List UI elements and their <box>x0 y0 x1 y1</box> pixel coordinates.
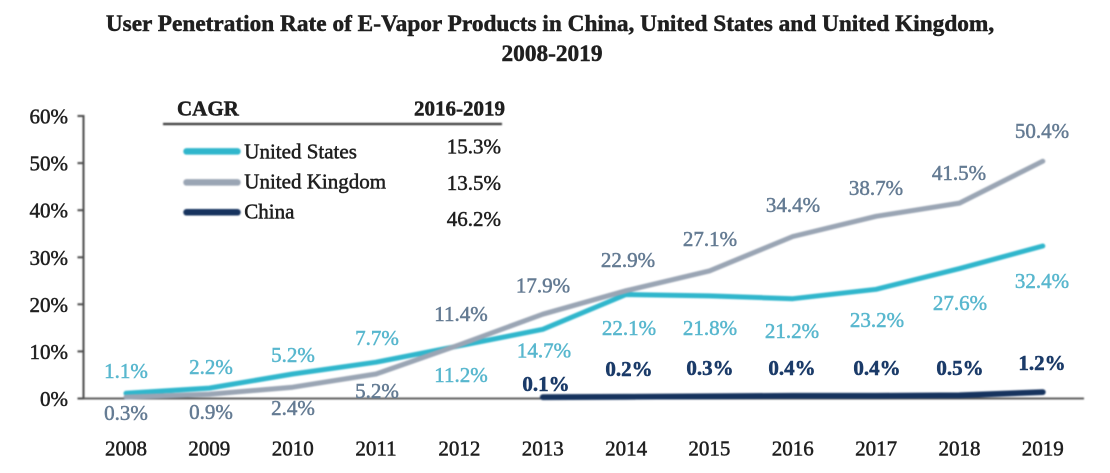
svg-text:21.2%: 21.2% <box>765 319 819 343</box>
svg-text:14.7%: 14.7% <box>517 339 571 363</box>
svg-text:22.9%: 22.9% <box>601 248 655 272</box>
svg-text:11.4%: 11.4% <box>434 302 487 326</box>
svg-text:22.1%: 22.1% <box>602 316 656 340</box>
svg-text:38.7%: 38.7% <box>849 176 903 200</box>
svg-text:2.2%: 2.2% <box>189 355 233 379</box>
svg-text:60%: 60% <box>30 105 69 129</box>
svg-text:30%: 30% <box>30 246 69 270</box>
svg-text:CAGR: CAGR <box>177 96 240 120</box>
svg-text:0.2%: 0.2% <box>605 357 652 381</box>
svg-text:2012: 2012 <box>438 437 480 461</box>
svg-text:1.2%: 1.2% <box>1018 351 1065 375</box>
svg-text:11.2%: 11.2% <box>434 363 487 387</box>
svg-text:5.2%: 5.2% <box>355 379 399 403</box>
svg-text:5.2%: 5.2% <box>271 343 315 367</box>
svg-text:0.3%: 0.3% <box>686 356 733 380</box>
svg-text:13.5%: 13.5% <box>447 171 501 195</box>
svg-text:2.4%: 2.4% <box>271 396 315 420</box>
svg-text:2008: 2008 <box>105 437 147 461</box>
svg-text:0.4%: 0.4% <box>768 356 815 380</box>
svg-text:1.1%: 1.1% <box>104 359 148 383</box>
svg-text:27.1%: 27.1% <box>683 227 737 251</box>
svg-text:34.4%: 34.4% <box>766 193 820 217</box>
svg-text:17.9%: 17.9% <box>516 274 570 298</box>
svg-text:41.5%: 41.5% <box>932 161 986 185</box>
svg-text:32.4%: 32.4% <box>1015 269 1069 293</box>
svg-text:China: China <box>244 200 295 224</box>
svg-text:2009: 2009 <box>188 437 230 461</box>
svg-text:2010: 2010 <box>272 437 314 461</box>
svg-text:27.6%: 27.6% <box>933 291 987 315</box>
svg-text:2016: 2016 <box>772 437 814 461</box>
svg-text:15.3%: 15.3% <box>447 135 501 159</box>
svg-text:United States: United States <box>244 140 357 164</box>
svg-text:2014: 2014 <box>605 437 648 461</box>
svg-text:20%: 20% <box>30 293 69 317</box>
svg-text:0.3%: 0.3% <box>104 401 148 425</box>
svg-text:7.7%: 7.7% <box>355 326 399 350</box>
svg-text:46.2%: 46.2% <box>447 207 501 231</box>
svg-text:2013: 2013 <box>522 437 564 461</box>
svg-text:United Kingdom: United Kingdom <box>244 170 386 194</box>
svg-text:2018: 2018 <box>939 437 981 461</box>
svg-text:2019: 2019 <box>1022 437 1064 461</box>
svg-text:2015: 2015 <box>688 437 730 461</box>
svg-text:50.4%: 50.4% <box>1015 119 1069 143</box>
svg-text:0.4%: 0.4% <box>853 356 900 380</box>
svg-text:0%: 0% <box>40 387 68 411</box>
svg-text:50%: 50% <box>30 152 69 176</box>
svg-text:2011: 2011 <box>355 437 396 461</box>
svg-text:0.9%: 0.9% <box>189 400 233 424</box>
svg-text:User Penetration Rate of E-Vap: User Penetration Rate of E-Vapor Product… <box>106 11 994 37</box>
svg-text:10%: 10% <box>30 340 69 364</box>
svg-text:2017: 2017 <box>855 437 897 461</box>
svg-text:0.1%: 0.1% <box>522 372 569 396</box>
svg-text:0.5%: 0.5% <box>936 356 983 380</box>
svg-text:23.2%: 23.2% <box>850 308 904 332</box>
svg-text:21.8%: 21.8% <box>683 316 737 340</box>
svg-text:2008-2019: 2008-2019 <box>502 41 603 67</box>
svg-text:2016-2019: 2016-2019 <box>414 96 505 120</box>
svg-text:40%: 40% <box>30 199 69 223</box>
